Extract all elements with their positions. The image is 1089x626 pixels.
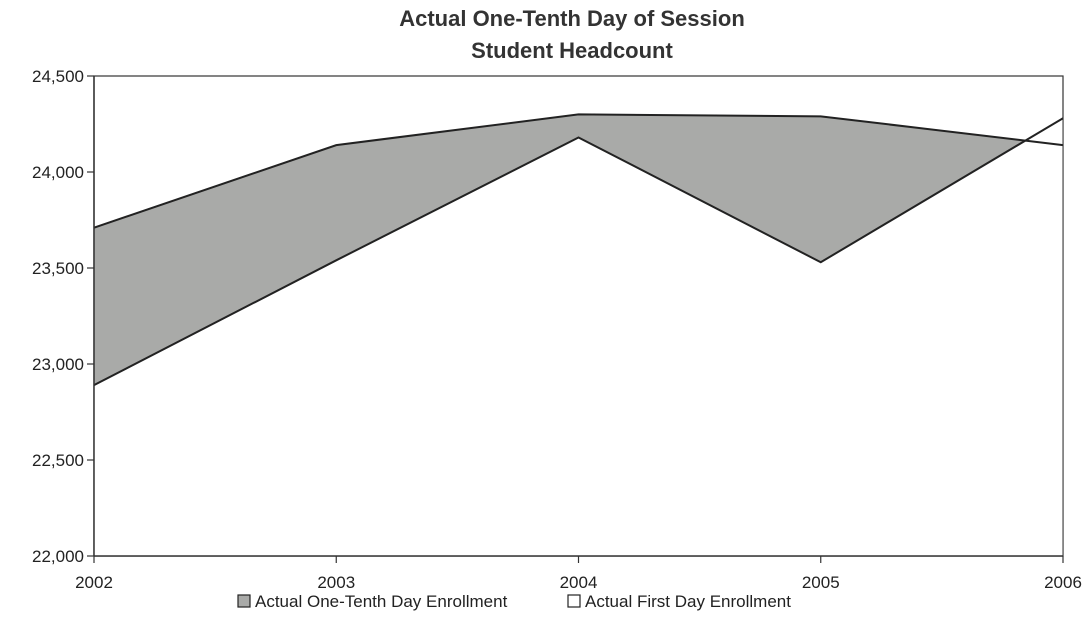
y-tick-label: 22,500 xyxy=(32,451,84,470)
plot-area xyxy=(93,75,1064,557)
x-tick-label: 2006 xyxy=(1044,573,1082,592)
y-tick-label: 24,000 xyxy=(32,163,84,182)
y-tick-label: 24,500 xyxy=(32,67,84,86)
y-tick-label: 23,500 xyxy=(32,259,84,278)
legend-label-first-day: Actual First Day Enrollment xyxy=(585,592,791,611)
legend: Actual One-Tenth Day Enrollment Actual Fi… xyxy=(237,592,791,611)
legend-label-one-tenth-day: Actual One-Tenth Day Enrollment xyxy=(255,592,508,611)
x-tick-label: 2002 xyxy=(75,573,113,592)
line-one-tenth-day xyxy=(93,113,1064,229)
y-tick-label: 22,000 xyxy=(32,547,84,566)
line-first-day xyxy=(93,117,1064,387)
chart-title: Actual One-Tenth Day of Session xyxy=(399,6,745,31)
legend-swatch-first-day xyxy=(567,594,581,608)
legend-swatch-one-tenth-day xyxy=(237,594,251,608)
x-tick-label: 2003 xyxy=(317,573,355,592)
chart-subtitle: Student Headcount xyxy=(471,38,673,63)
area-first-day xyxy=(94,118,1063,557)
chart-title-group: Actual One-Tenth Day of Session Student … xyxy=(399,6,745,63)
y-tick-label: 23,000 xyxy=(32,355,84,374)
x-tick-label: 2004 xyxy=(560,573,598,592)
x-tick-label: 2005 xyxy=(802,573,840,592)
axes: 24,500 24,000 23,500 23,000 22,500 22,000 2002… xyxy=(32,67,1082,592)
